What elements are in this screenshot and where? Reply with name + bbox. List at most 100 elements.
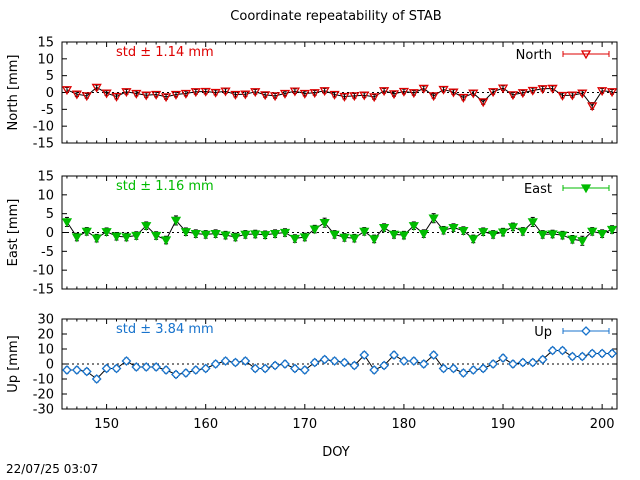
east-panel: -15 -10 -5 0 5 10 15 East [mm] std ± 1.16 mm East: [6, 170, 618, 298]
north-data-point: [101, 89, 112, 99]
north-data-point: [398, 87, 410, 97]
east-data-point: [200, 230, 211, 240]
north-data-point: [121, 88, 132, 98]
east-data-point: [141, 222, 152, 232]
north-data-point: [71, 90, 82, 100]
north-data-point: [190, 88, 201, 98]
up-x-tick-label: 180: [392, 417, 417, 432]
east-data-point: [537, 230, 548, 240]
up-data-point: [101, 363, 112, 374]
north-data-point: [220, 87, 231, 97]
north-data-point: [478, 98, 489, 108]
up-y-tick-label: 30: [37, 313, 54, 328]
east-data-point: [160, 236, 172, 246]
east-data-point: [170, 216, 182, 226]
east-y-tick-label: -15: [33, 283, 54, 298]
east-data-point: [81, 227, 92, 237]
north-data-point: [131, 89, 142, 99]
east-data-point: [587, 227, 598, 237]
up-x-tick-label: 170: [292, 417, 317, 432]
up-data-point: [91, 374, 102, 384]
up-data-point: [557, 345, 568, 356]
up-std-label: std ± 3.84 mm: [116, 322, 214, 337]
north-data-point: [141, 91, 152, 101]
north-data-point: [408, 89, 419, 99]
north-data-point: [428, 92, 439, 102]
north-data-point: [606, 88, 618, 98]
north-data-point: [527, 86, 538, 96]
east-y-tick-label: 15: [37, 170, 54, 185]
up-data-point: [260, 363, 271, 374]
north-data-point: [557, 91, 568, 101]
up-data-point: [428, 350, 439, 360]
east-data-point: [567, 235, 578, 245]
east-data-point: [71, 233, 82, 243]
east-data-point: [299, 233, 310, 243]
north-data-point: [111, 92, 122, 102]
north-data-point: [91, 83, 102, 93]
north-data-point: [230, 90, 241, 100]
up-data-point: [399, 356, 409, 366]
east-data-point: [428, 214, 439, 224]
north-data-point: [517, 89, 528, 99]
north-data-point: [438, 85, 449, 95]
up-data-point: [339, 357, 350, 368]
up-data-point: [587, 348, 598, 359]
up-x-tick-label: 150: [94, 417, 119, 432]
east-y-tick-label: -5: [41, 245, 54, 260]
up-data-point: [329, 356, 340, 366]
north-data-point: [289, 87, 301, 97]
up-data-point: [190, 365, 201, 375]
up-data-point: [448, 363, 459, 374]
east-data-point: [240, 230, 251, 240]
up-data-point: [299, 365, 310, 375]
north-data-point: [299, 89, 310, 99]
east-data-point: [388, 230, 400, 240]
north-data-point: [418, 84, 429, 94]
up-legend-label: Up: [534, 325, 552, 340]
up-data-point: [527, 357, 538, 368]
up-y-tick-label: 0: [46, 358, 54, 373]
north-data-point: [309, 89, 320, 99]
up-data-point: [607, 348, 617, 359]
east-data-point: [577, 237, 588, 247]
up-y-tick-label: 20: [37, 328, 54, 343]
east-data-point: [597, 229, 608, 239]
up-data-point: [319, 354, 330, 365]
up-data-point: [547, 345, 558, 356]
east-y-tick-label: 5: [46, 207, 54, 222]
east-data-point: [61, 218, 73, 228]
up-data-point: [488, 359, 499, 369]
north-y-tick-label: 5: [46, 69, 54, 84]
up-data-point: [220, 356, 231, 366]
up-data-point: [171, 369, 181, 380]
north-data-point: [587, 102, 598, 112]
east-data-point: [487, 230, 499, 240]
up-data-point: [230, 357, 241, 368]
up-y-tick-label: -20: [33, 388, 54, 403]
east-data-point: [309, 225, 320, 235]
north-y-tick-label: 15: [37, 36, 54, 51]
up-x-tick-label: 160: [193, 417, 218, 432]
timestamp: 22/07/25 03:07: [6, 462, 98, 476]
up-data-point: [309, 357, 320, 368]
up-data-point: [270, 360, 280, 371]
up-data-point: [597, 348, 608, 359]
up-data-point: [71, 365, 82, 375]
east-data-point: [180, 228, 192, 238]
up-data-point: [369, 365, 380, 375]
east-data-point: [527, 218, 538, 228]
east-legend-label: East: [524, 182, 552, 197]
up-data-point: [141, 362, 152, 372]
north-data-point: [458, 93, 469, 103]
north-data-point: [240, 90, 251, 100]
north-data-point: [537, 85, 548, 95]
east-data-point: [478, 228, 489, 238]
east-y-tick-label: 0: [46, 226, 54, 241]
up-y-tick-label: -10: [33, 373, 54, 388]
north-data-point: [378, 87, 390, 97]
east-y-tick-label: 10: [37, 188, 54, 203]
